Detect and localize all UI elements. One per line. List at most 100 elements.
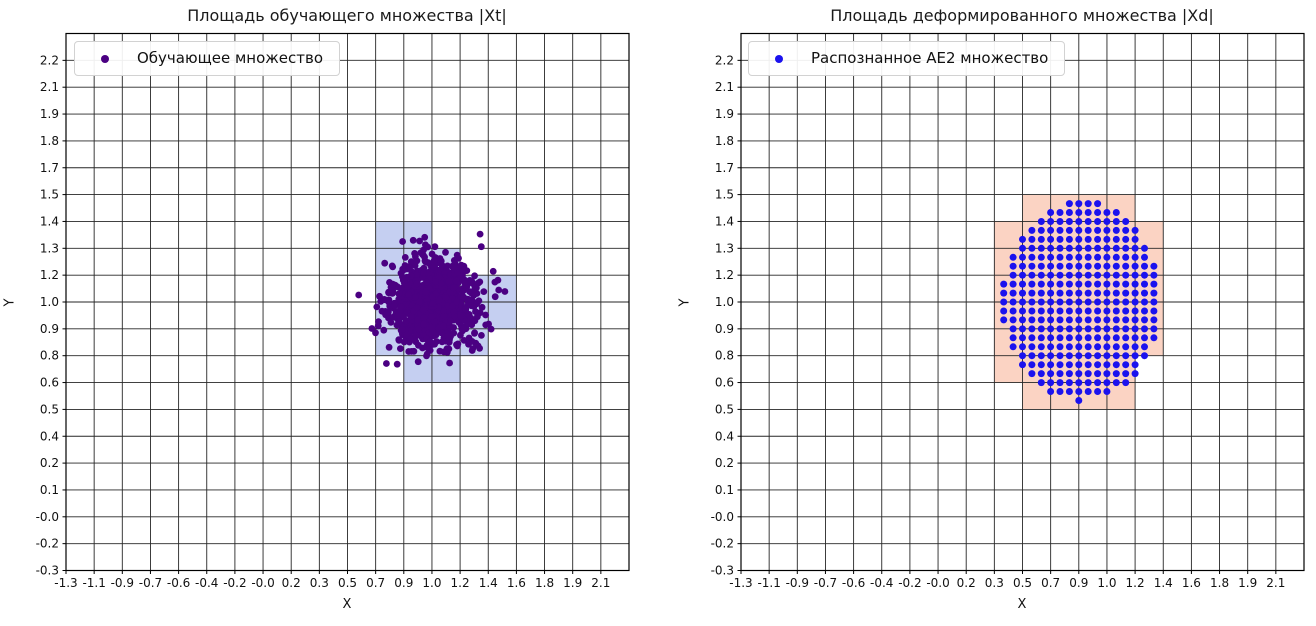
y-tick-label: 0.8 xyxy=(715,349,734,363)
x-tick-label: -0.6 xyxy=(167,576,190,590)
x-tick-label: -0.7 xyxy=(814,576,837,590)
y-tick-label: 0.6 xyxy=(40,376,59,390)
y-tick-label: 2.2 xyxy=(715,53,734,67)
y-tick-label: 0.6 xyxy=(715,376,734,390)
y-tick-label: 0.2 xyxy=(40,456,59,470)
x-tick-label: 1.6 xyxy=(507,576,526,590)
y-tick-label: 1.9 xyxy=(40,107,59,121)
y-tick-label: 1.5 xyxy=(40,188,59,202)
y-tick-label: 0.1 xyxy=(40,483,59,497)
y-tick-label: -0.2 xyxy=(36,537,59,551)
y-tick-label: 0.9 xyxy=(40,322,59,336)
y-tick-label: 0.2 xyxy=(715,456,734,470)
x-tick-label: 1.8 xyxy=(1210,576,1229,590)
x-tick-label: 1.4 xyxy=(1154,576,1173,590)
y-tick-label: -0.3 xyxy=(711,564,734,578)
x-tick-label: 1.6 xyxy=(1182,576,1201,590)
y-tick-label: -0.3 xyxy=(36,564,59,578)
x-tick-label: 1.9 xyxy=(563,576,582,590)
y-tick-label: 2.1 xyxy=(715,80,734,94)
y-tick-label: 1.3 xyxy=(40,241,59,255)
scatter-points xyxy=(1000,200,1158,404)
tick-labels: -1.3 -1.1 -0.9 -0.7 -0.6 -0.4 -0.2 -0.0 0.2 0.3 0.… xyxy=(711,53,1286,590)
x-tick-label: -0.7 xyxy=(139,576,162,590)
y-tick-label: 1.0 xyxy=(40,295,59,309)
y-tick-label: -0.0 xyxy=(36,510,59,524)
y-tick-label: 1.9 xyxy=(715,107,734,121)
y-tick-label: 1.7 xyxy=(715,161,734,175)
y-tick-label: 2.1 xyxy=(40,80,59,94)
x-tick-label: 1.2 xyxy=(451,576,470,590)
left-y-axis-label: Y xyxy=(2,298,18,307)
y-tick-label: 0.5 xyxy=(40,402,59,416)
y-tick-label: 0.5 xyxy=(715,402,734,416)
left-legend: Обучающее множество xyxy=(74,41,341,76)
y-tick-label: 0.8 xyxy=(40,349,59,363)
x-tick-label: 0.3 xyxy=(310,576,329,590)
x-tick-label: 1.8 xyxy=(535,576,554,590)
x-tick-label: 1.0 xyxy=(1097,576,1116,590)
scatter-points xyxy=(355,230,509,368)
y-tick-label: 2.2 xyxy=(40,53,59,67)
x-tick-label: 1.9 xyxy=(1238,576,1257,590)
x-tick-label: -0.2 xyxy=(223,576,246,590)
y-tick-label: 1.7 xyxy=(40,161,59,175)
grid xyxy=(65,33,629,571)
y-tick-label: 1.4 xyxy=(715,214,734,228)
x-tick-label: 1.0 xyxy=(422,576,441,590)
left-plot-canvas: -1.3 -1.1 -0.9 -0.7 -0.6 -0.4 -0.2 -0.0 0.2 0.3 0.… xyxy=(36,32,630,590)
y-tick-label: 1.8 xyxy=(40,134,59,148)
x-tick-label: 0.5 xyxy=(338,576,357,590)
y-tick-label: -0.2 xyxy=(711,537,734,551)
x-tick-label: 0.2 xyxy=(957,576,976,590)
x-tick-label: 0.5 xyxy=(1013,576,1032,590)
y-tick-label: 1.5 xyxy=(715,188,734,202)
x-tick-label: -1.1 xyxy=(757,576,780,590)
right-legend: Распознанное АЕ2 множество xyxy=(748,41,1066,76)
training-set-marker-icon xyxy=(101,54,109,63)
right-y-axis-label: Y xyxy=(677,298,693,307)
y-tick-label: 0.9 xyxy=(715,322,734,336)
x-tick-label: 2.1 xyxy=(1266,576,1285,590)
right-x-axis-label: X xyxy=(1017,597,1027,612)
x-tick-label: -0.6 xyxy=(842,576,865,590)
x-tick-label: -0.4 xyxy=(195,576,218,590)
y-tick-label: 1.0 xyxy=(715,295,734,309)
right-legend-label: Распознанное АЕ2 множество xyxy=(811,49,1049,67)
x-tick-label: -0.4 xyxy=(870,576,893,590)
x-tick-label: 0.9 xyxy=(1069,576,1088,590)
y-tick-label: 0.1 xyxy=(715,483,734,497)
x-tick-label: -1.3 xyxy=(729,576,752,590)
x-tick-label: 0.7 xyxy=(366,576,385,590)
x-tick-label: -1.1 xyxy=(82,576,105,590)
y-tick-label: 1.3 xyxy=(715,241,734,255)
x-tick-label: -1.3 xyxy=(54,576,77,590)
y-tick-label: 1.8 xyxy=(715,134,734,148)
y-tick-label: 1.2 xyxy=(40,268,59,282)
right-plot-title: Площадь деформированного множества |Xd| xyxy=(830,6,1214,25)
left-x-axis-label: X xyxy=(342,597,352,612)
x-tick-label: 0.7 xyxy=(1041,576,1060,590)
y-tick-label: 1.2 xyxy=(715,268,734,282)
x-tick-label: -0.0 xyxy=(251,576,274,590)
y-tick-label: -0.0 xyxy=(711,510,734,524)
x-tick-label: 1.4 xyxy=(479,576,498,590)
x-tick-label: -0.9 xyxy=(111,576,134,590)
x-tick-label: 0.9 xyxy=(394,576,413,590)
right-plot-canvas: -1.3 -1.1 -0.9 -0.7 -0.6 -0.4 -0.2 -0.0 0.2 0.3 0.… xyxy=(711,32,1305,590)
x-tick-label: 0.3 xyxy=(985,576,1004,590)
left-legend-label: Обучающее множество xyxy=(137,49,324,67)
x-tick-label: -0.0 xyxy=(926,576,949,590)
x-tick-label: -0.2 xyxy=(898,576,921,590)
y-tick-label: 1.4 xyxy=(40,214,59,228)
y-tick-label: 0.4 xyxy=(715,429,734,443)
x-tick-label: 0.2 xyxy=(282,576,301,590)
tick-labels: -1.3 -1.1 -0.9 -0.7 -0.6 -0.4 -0.2 -0.0 0.2 0.3 0.… xyxy=(36,53,611,590)
x-tick-label: 1.2 xyxy=(1126,576,1145,590)
x-tick-label: 2.1 xyxy=(591,576,610,590)
y-tick-label: 0.4 xyxy=(40,429,59,443)
left-plot-title: Площадь обучающего множества |Xt| xyxy=(187,6,507,25)
recognized-set-marker-icon xyxy=(775,54,783,63)
